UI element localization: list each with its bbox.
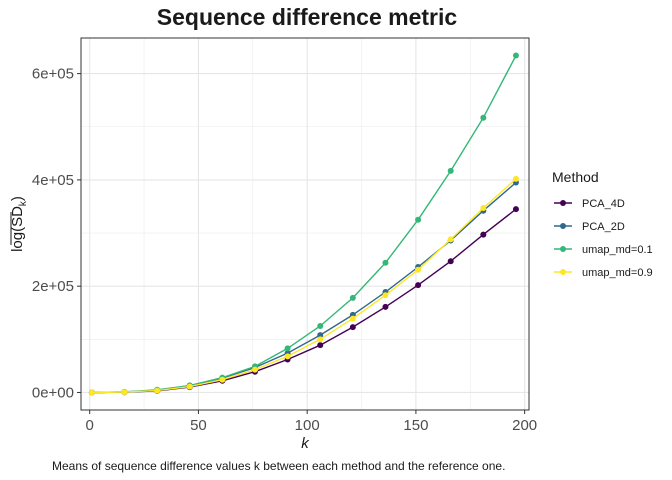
- data-point: [480, 205, 487, 212]
- grid-major: [81, 38, 529, 410]
- series-line: [91, 178, 517, 394]
- legend-items: PCA_4D PCA_2D umap_md=0.1 umap_md=0.9: [554, 198, 653, 279]
- x-tick-label: 200: [512, 417, 537, 434]
- data-point: [415, 282, 422, 289]
- data-point: [512, 206, 519, 213]
- legend-label: PCA_2D: [582, 221, 625, 233]
- data-point: [447, 236, 454, 243]
- data-point: [121, 389, 128, 396]
- plot-border: [80, 37, 530, 411]
- data-point: [512, 175, 519, 182]
- data-point: [382, 303, 389, 310]
- data-point: [480, 231, 487, 238]
- data-point: [284, 353, 291, 360]
- data-point: [219, 376, 226, 383]
- legend-key-point: [560, 246, 566, 252]
- x-tick-label: 0: [86, 417, 94, 434]
- plot-panel: [80, 37, 530, 411]
- y-tick-label: 0e+00: [32, 384, 74, 401]
- data-point: [447, 167, 454, 174]
- series-umap-md-0-9: [88, 175, 519, 396]
- legend-label: PCA_4D: [582, 198, 625, 210]
- legend-title: Method: [552, 169, 599, 185]
- x-tick-label: 150: [403, 417, 428, 434]
- data-point: [317, 323, 324, 330]
- data-point: [512, 52, 519, 59]
- series-layer: [88, 52, 519, 396]
- y-axis-title-sub: k: [18, 200, 29, 206]
- grid-minor: [81, 38, 529, 410]
- x-axis-title: k: [301, 435, 310, 452]
- x-tick-label: 100: [295, 417, 320, 434]
- data-point: [284, 345, 291, 352]
- y-axis-title-base: log(SD: [9, 206, 26, 252]
- data-point: [317, 336, 324, 343]
- data-point: [480, 114, 487, 121]
- chart-caption: Means of sequence difference values k be…: [52, 459, 505, 473]
- data-point: [349, 324, 356, 331]
- plot-background: [80, 37, 530, 411]
- y-tick-label: 4e+05: [32, 172, 74, 189]
- legend-key-point: [560, 223, 566, 229]
- y-tick-label: 2e+05: [32, 278, 74, 295]
- data-point: [317, 342, 324, 349]
- x-axis: 0 50 100 150 200: [86, 410, 537, 434]
- chart-title: Sequence difference metric: [157, 4, 458, 30]
- legend-item-umap-md-0-1: umap_md=0.1: [554, 244, 653, 256]
- data-point: [317, 332, 324, 339]
- data-point: [186, 383, 193, 390]
- y-tick-label: 6e+05: [32, 66, 74, 83]
- y-axis-title: log(SDk): [9, 196, 29, 252]
- legend: Method PCA_4D PCA_2D umap_md=0.1 umap_md=0.…: [552, 169, 653, 279]
- legend-item-pca-4d: PCA_4D: [554, 198, 625, 210]
- series-line: [91, 55, 517, 394]
- legend-label: umap_md=0.1: [582, 244, 653, 256]
- data-point: [88, 389, 95, 396]
- data-point: [154, 387, 161, 394]
- data-point: [382, 259, 389, 266]
- y-axis: 0e+00 2e+05 4e+05 6e+05: [32, 66, 81, 401]
- data-point: [251, 366, 258, 373]
- data-point: [349, 294, 356, 301]
- data-point: [349, 315, 356, 322]
- data-point: [447, 258, 454, 265]
- x-tick-label: 50: [190, 417, 207, 434]
- legend-key-point: [560, 269, 566, 275]
- legend-item-umap-md-0-9: umap_md=0.9: [554, 267, 653, 279]
- data-point: [415, 216, 422, 223]
- y-axis-title-close: ): [9, 196, 26, 201]
- data-point: [415, 266, 422, 273]
- legend-key-point: [560, 200, 566, 206]
- data-point: [382, 292, 389, 299]
- legend-item-pca-2d: PCA_2D: [554, 221, 625, 233]
- legend-label: umap_md=0.9: [582, 267, 653, 279]
